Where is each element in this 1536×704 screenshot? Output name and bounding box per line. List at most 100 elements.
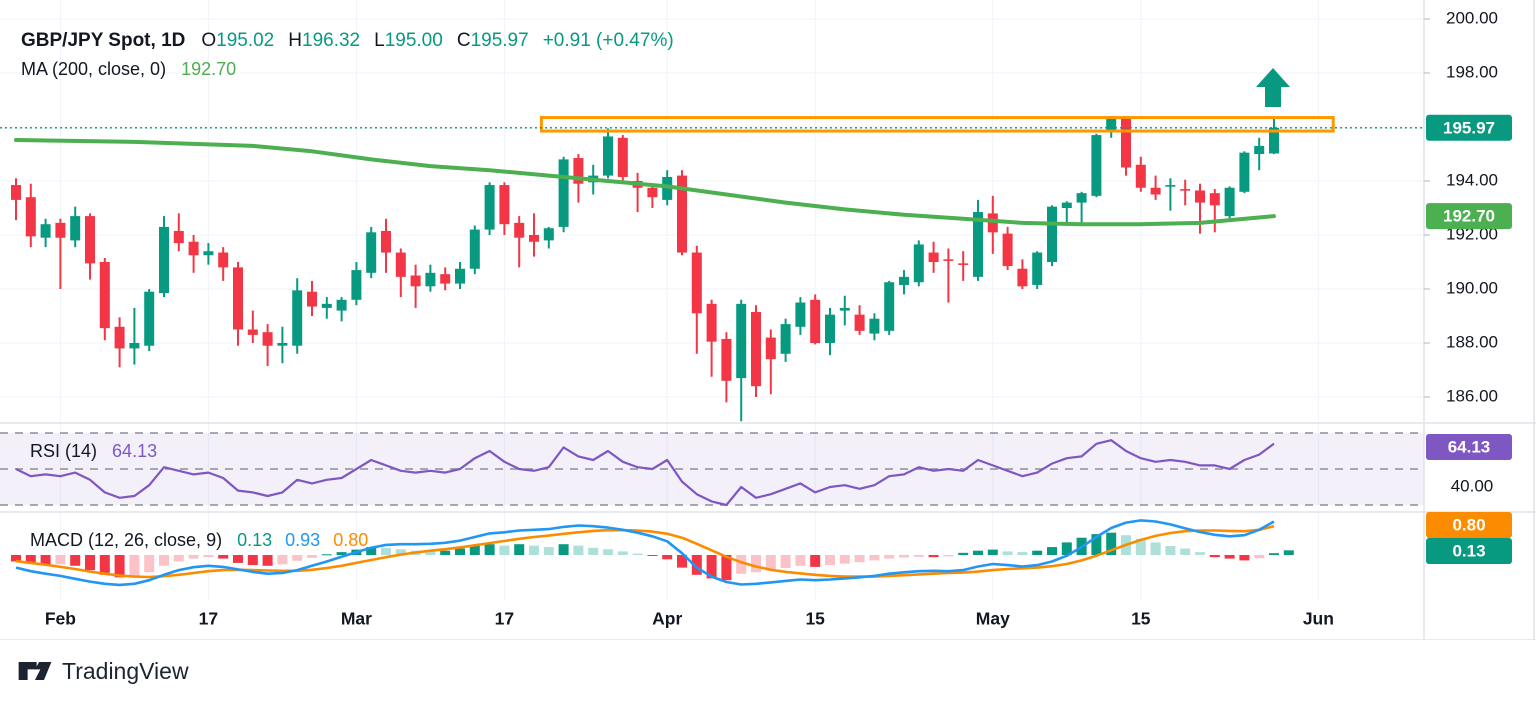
rsi-label[interactable]: RSI (14) [30, 441, 98, 461]
candle-body [795, 302, 806, 327]
macd-histogram-bar [1091, 534, 1102, 555]
macd-histogram-bar [469, 546, 480, 555]
symbol-title[interactable]: GBP/JPY Spot, 1D [21, 30, 186, 51]
macd-histogram-bar [173, 555, 184, 562]
candle-body [1165, 185, 1176, 187]
macd-histogram-bar [647, 555, 658, 556]
candle-body [928, 252, 939, 262]
candle-body [144, 291, 155, 346]
macd-histogram-bar [1135, 538, 1146, 555]
macd-label[interactable]: MACD (12, 26, close, 9) [30, 530, 223, 550]
candle-body [913, 244, 924, 283]
macd-histogram-bar [1195, 552, 1205, 555]
macd-histogram-bar [617, 551, 628, 555]
macd-histogram-bar [573, 545, 584, 555]
macd-histogram-bar [543, 547, 554, 555]
time-axis-label: 15 [805, 609, 825, 629]
macd-histogram-bar [366, 547, 377, 555]
candle-body [617, 137, 628, 177]
ma-indicator-label[interactable]: MA (200, close, 0) [21, 59, 167, 79]
candle-body [1150, 187, 1161, 195]
resistance-zone-box[interactable] [539, 116, 1335, 133]
price-axis-label: 188.00 [1446, 332, 1498, 351]
candle-body [188, 241, 199, 256]
candle-body [1135, 164, 1146, 188]
macd-histogram-bar [395, 549, 406, 555]
candle-body [1180, 189, 1191, 191]
macd-histogram-bar [854, 555, 865, 563]
candle-body [1076, 193, 1087, 203]
candle-body [1002, 233, 1013, 267]
candle-body [780, 324, 791, 354]
chart-canvas[interactable]: 200.00 198.00 194.00 192.00 190.00 188.00 186.… [0, 0, 1536, 640]
time-axis-label: Apr [652, 609, 682, 629]
macd-histogram-bar [1106, 532, 1117, 555]
macd-histogram-bar [1150, 542, 1161, 555]
macd-histogram-bar [1180, 548, 1191, 555]
up-arrow-annotation[interactable] [1256, 68, 1290, 107]
candle-body [721, 338, 732, 381]
macd-histogram-bar [1254, 555, 1265, 559]
macd-histogram-bar [1032, 550, 1043, 555]
candle-body [1195, 190, 1205, 203]
macd-histogram-bar [277, 555, 288, 565]
candle-body [765, 337, 776, 360]
macd-histogram-bar [99, 555, 110, 575]
price-axis-label: 190.00 [1446, 278, 1498, 297]
macd-histogram-bar [529, 545, 539, 555]
candle-body [573, 158, 584, 184]
macd-histogram-bar [706, 555, 717, 579]
macd-histogram-bar [40, 555, 51, 566]
macd-histogram-bar [958, 552, 969, 555]
candle-body [1032, 252, 1043, 285]
macd-histogram-bar [899, 555, 909, 558]
ma-indicator-value: 192.70 [181, 59, 237, 79]
candle-body [1121, 118, 1131, 168]
macd-histogram-bar [188, 555, 199, 559]
candle-body [1209, 193, 1220, 206]
candle-body [40, 224, 51, 238]
macd-histogram-bar [973, 550, 983, 555]
macd-histogram-bar [1283, 550, 1294, 555]
candle-body [440, 274, 451, 284]
macd-histogram-bar [307, 555, 317, 558]
candle-body [958, 263, 969, 265]
candle-body [1047, 206, 1057, 262]
macd-histogram-bar [691, 555, 702, 575]
candle-body [751, 311, 761, 387]
open-value: O195.02 [201, 30, 275, 51]
macd-histogram-bar [1002, 551, 1013, 555]
macd-histogram-bar [336, 552, 347, 555]
symbol-ohlc-row: GBP/JPY Spot, 1D O195.02 H196.32 L195.00… [21, 30, 674, 52]
close-value: C195.97 [456, 30, 529, 51]
candle-body [203, 251, 214, 256]
rsi-value: 64.13 [112, 441, 158, 461]
macd-histogram-bar [499, 545, 510, 555]
macd-signal-line [15, 524, 1275, 579]
macd-histogram-bar [913, 555, 924, 557]
candle-body [1091, 135, 1102, 196]
macd-histogram-bar [765, 555, 776, 571]
tradingview-logo[interactable]: TradingView [17, 657, 189, 685]
candle-body [336, 299, 347, 311]
macd-histogram-bar [1239, 555, 1250, 561]
macd-histogram-bar [70, 555, 81, 566]
candle-body [1254, 145, 1265, 154]
candle-body [973, 212, 983, 277]
ma-price-badge [1426, 203, 1512, 230]
candle-body [1061, 202, 1072, 208]
macd-histogram-bar [632, 553, 643, 555]
rsi-line [15, 439, 1275, 507]
price-axis-label: 194.00 [1446, 170, 1498, 189]
chart-header: GBP/JPY Spot, 1D O195.02 H196.32 L195.00… [21, 30, 674, 80]
candle-body [395, 252, 406, 277]
macd-histogram-bar [1047, 547, 1057, 555]
current-price-badge [1426, 114, 1512, 141]
macd-histogram-bar [736, 555, 747, 574]
macd-hist-badge-text: 0.13 [1452, 541, 1485, 560]
candle-body [899, 276, 909, 285]
macd-histogram-bar [55, 555, 66, 565]
rsi-badge [1426, 434, 1512, 460]
macd-signal-badge-text: 0.80 [1452, 515, 1485, 534]
